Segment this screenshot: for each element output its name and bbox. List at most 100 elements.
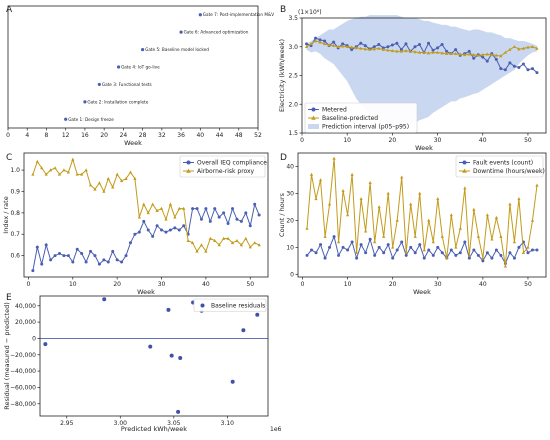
d-downtime-point xyxy=(395,218,399,222)
b-ytick-label: 1.5 xyxy=(288,130,298,137)
d-downtime-point xyxy=(449,213,453,217)
b-xtick-label: 10 xyxy=(343,137,351,144)
c-ieq-point xyxy=(168,228,172,232)
a-milestone-point xyxy=(179,30,183,34)
panel-e-chart: 2.95 3.00 3.05 3.10 −80,000 −60,000 −40,000 −20… xyxy=(3,295,282,433)
b-series-line xyxy=(306,40,538,57)
c-plot-frame xyxy=(23,152,269,278)
b-metered-point xyxy=(305,42,309,46)
c-risk-point xyxy=(35,159,39,163)
d-fault-point xyxy=(476,253,480,257)
c-risk-point xyxy=(213,238,217,242)
d-downtime-point xyxy=(467,253,471,257)
b-baseline-point xyxy=(512,44,516,49)
b-baseline-point xyxy=(481,53,485,57)
d-fault-point xyxy=(449,248,453,252)
c-risk-point xyxy=(102,189,106,193)
b-baseline-point xyxy=(526,45,530,49)
c-ieq-point xyxy=(111,249,115,253)
b-baseline-point xyxy=(503,50,507,54)
c-xtick-label: 40 xyxy=(202,281,210,288)
c-risk-point xyxy=(177,206,181,210)
b-xtick-label: 40 xyxy=(479,137,487,144)
e-offset-label: 1e6 xyxy=(270,426,282,433)
c-ieq-point xyxy=(120,260,124,264)
c-risk-point xyxy=(62,168,66,172)
c-risk-point xyxy=(195,249,199,253)
c-risk-point xyxy=(84,168,88,172)
c-ieq-point xyxy=(204,207,208,211)
c-xtick-label: 50 xyxy=(246,281,254,288)
b-baseline-point xyxy=(413,50,417,54)
d-downtime-point xyxy=(526,245,530,249)
d-downtime-point xyxy=(391,245,395,249)
e-residual-point xyxy=(230,379,235,384)
d-fault-point xyxy=(526,251,530,255)
c-risk-point xyxy=(137,215,141,219)
d-downtime-point xyxy=(530,218,535,222)
b-baseline-point xyxy=(350,45,354,49)
b-ytick-label: 3.5 xyxy=(288,15,298,22)
e-ytick-label: −40,000 xyxy=(10,368,36,375)
b-metered-point xyxy=(517,65,521,69)
d-fault-point xyxy=(485,251,489,255)
e-xtick-label: 3.10 xyxy=(221,420,235,427)
c-ieq-point xyxy=(177,228,181,232)
c-ieq-point xyxy=(226,222,230,226)
b-baseline-point xyxy=(359,46,363,50)
c-risk-point xyxy=(44,172,48,176)
c-ytick-label: 0.9 xyxy=(10,188,20,195)
c-ieq-point xyxy=(40,262,44,266)
c-risk-point xyxy=(182,206,186,210)
b-metered-point xyxy=(413,45,417,49)
c-xtick-label: 10 xyxy=(69,281,77,288)
c-ieq-point xyxy=(35,245,39,249)
d-downtime-point xyxy=(341,188,345,193)
a-milestone-point xyxy=(141,47,145,52)
d-fault-point xyxy=(319,243,323,247)
e-residual-point xyxy=(148,344,153,349)
d-downtime-point xyxy=(440,234,444,238)
e-legend-box xyxy=(193,298,267,312)
d-ytick-label: 10 xyxy=(286,244,294,251)
b-metered-point xyxy=(363,44,367,48)
e-residual-point xyxy=(241,328,246,333)
d-fault-point xyxy=(427,248,431,252)
b-baseline-point xyxy=(395,49,399,53)
c-ieq-point xyxy=(222,211,226,215)
d-xtick-label: 20 xyxy=(389,281,397,288)
c-risk-point xyxy=(97,181,102,185)
e-residual-point xyxy=(102,297,107,302)
d-fault-point xyxy=(310,248,314,252)
c-x-axis-title: Week xyxy=(137,288,155,296)
b-metered-point xyxy=(535,71,539,75)
c-risk-point xyxy=(168,202,172,206)
b-baseline-point xyxy=(354,46,358,50)
panel-b-chart: 0 10 20 30 40 50 1.5 2.0 2.5 3.0 3.5 Week Electricit… xyxy=(278,9,547,152)
c-ieq-point xyxy=(93,254,97,258)
b-ytick-label: 3.0 xyxy=(288,44,298,51)
c-ieq-point xyxy=(66,254,70,258)
c-risk-point xyxy=(111,185,115,189)
d-downtime-point xyxy=(476,234,480,238)
c-ieq-point xyxy=(257,213,261,217)
c-ieq-point xyxy=(155,224,159,228)
d-fault-point xyxy=(373,253,377,257)
d-downtime-point xyxy=(490,237,494,241)
b-metered-point xyxy=(431,48,435,52)
a-xtick-label: 40 xyxy=(196,132,204,139)
d-legend-marker xyxy=(462,160,467,165)
d-fault-point xyxy=(481,259,485,263)
a-x-axis-title: Week xyxy=(124,139,142,147)
b-baseline-point xyxy=(309,42,313,46)
c-ieq-point xyxy=(151,234,155,238)
c-ieq-point xyxy=(248,224,252,228)
c-ieq-point xyxy=(49,258,53,262)
a-xtick-label: 20 xyxy=(100,132,108,139)
b-metered-point xyxy=(472,56,476,60)
c-risk-point xyxy=(128,170,133,174)
e-ytick-label: 0 xyxy=(32,335,36,342)
b-metered-point xyxy=(341,42,345,46)
a-xtick-label: 4 xyxy=(25,132,29,139)
d-xtick-label: 10 xyxy=(344,281,352,288)
